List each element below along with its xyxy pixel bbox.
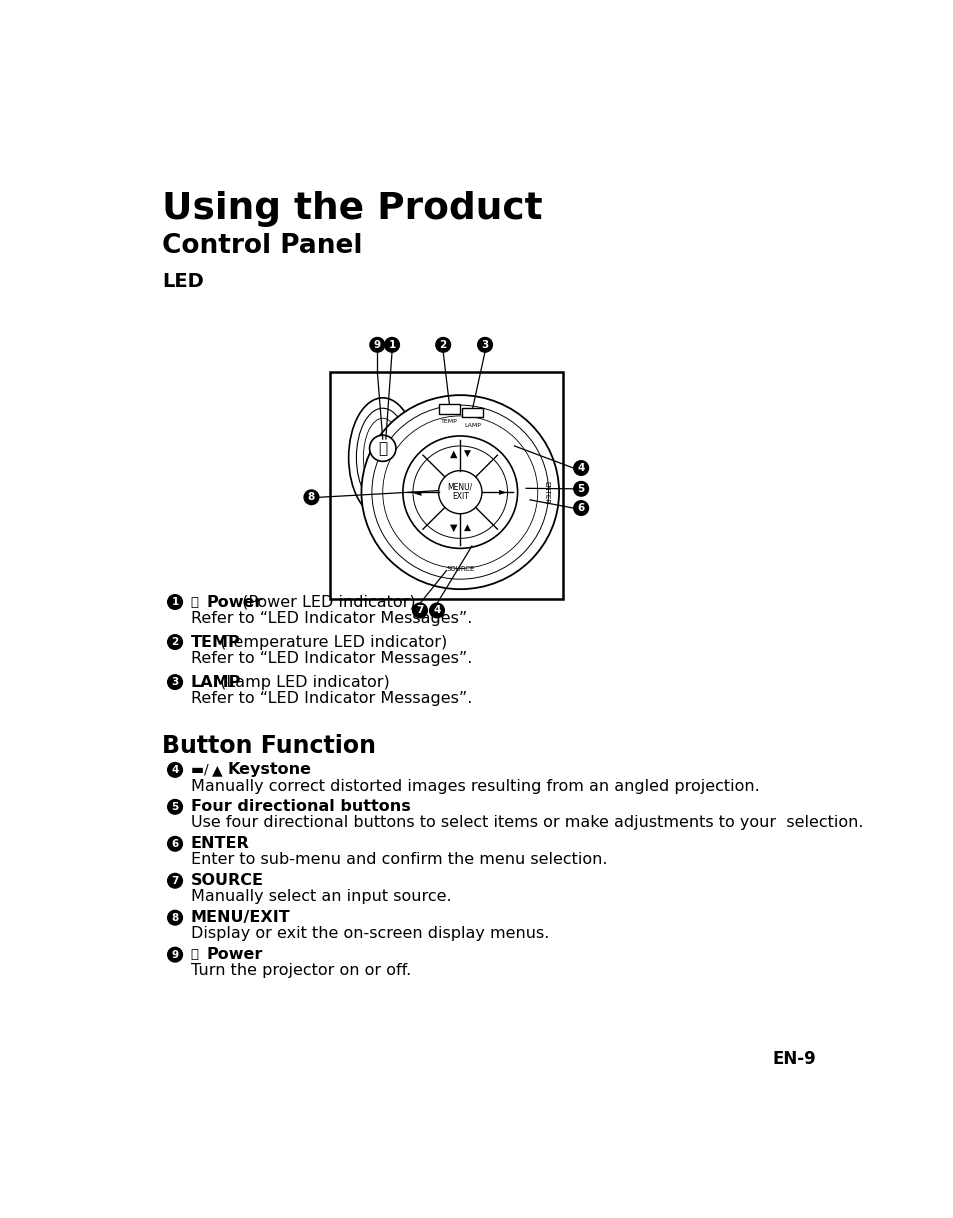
- Circle shape: [412, 603, 427, 618]
- Ellipse shape: [348, 398, 416, 518]
- Text: 8: 8: [308, 492, 314, 502]
- Text: Keystone: Keystone: [228, 762, 312, 777]
- Text: Refer to “LED Indicator Messages”.: Refer to “LED Indicator Messages”.: [191, 650, 472, 666]
- Bar: [438, 404, 459, 414]
- Text: Using the Product: Using the Product: [162, 191, 542, 227]
- Ellipse shape: [372, 406, 548, 580]
- Text: LED: LED: [162, 272, 203, 291]
- Bar: [461, 408, 483, 418]
- Circle shape: [429, 603, 444, 618]
- Text: TEMP: TEMP: [440, 419, 457, 424]
- Text: 1: 1: [172, 597, 178, 607]
- Text: EN-9: EN-9: [771, 1050, 815, 1068]
- Text: Manually correct distorted images resulting from an angled projection.: Manually correct distorted images result…: [191, 778, 759, 794]
- Circle shape: [573, 501, 588, 515]
- Text: Refer to “LED Indicator Messages”.: Refer to “LED Indicator Messages”.: [191, 610, 472, 626]
- Text: ◄: ◄: [414, 487, 421, 497]
- Circle shape: [370, 337, 384, 352]
- Text: ▼: ▼: [449, 523, 456, 532]
- Text: 2: 2: [172, 637, 178, 647]
- Circle shape: [168, 635, 182, 649]
- Text: ENTER: ENTER: [191, 837, 249, 851]
- Circle shape: [168, 594, 182, 609]
- Text: Control Panel: Control Panel: [162, 233, 362, 259]
- Text: Power: Power: [207, 948, 263, 962]
- Text: 8: 8: [172, 912, 178, 923]
- Text: Display or exit the on-screen display menus.: Display or exit the on-screen display me…: [191, 927, 548, 942]
- Text: Turn the projector on or off.: Turn the projector on or off.: [191, 963, 411, 978]
- Text: SOURCE: SOURCE: [446, 566, 474, 572]
- Bar: [330, 371, 562, 599]
- Text: 7: 7: [416, 605, 423, 615]
- Ellipse shape: [402, 436, 517, 548]
- Text: 6: 6: [172, 839, 178, 849]
- Text: EXIT: EXIT: [452, 492, 468, 502]
- Ellipse shape: [363, 418, 402, 497]
- Text: Enter to sub-menu and confirm the menu selection.: Enter to sub-menu and confirm the menu s…: [191, 853, 606, 867]
- Circle shape: [304, 490, 318, 504]
- Circle shape: [438, 470, 481, 514]
- Text: ⏻: ⏻: [377, 441, 387, 456]
- Text: 3: 3: [481, 340, 488, 350]
- Text: 6: 6: [577, 503, 584, 513]
- Text: Power: Power: [207, 594, 263, 609]
- Text: (Temperature LED indicator): (Temperature LED indicator): [214, 635, 447, 649]
- Text: Refer to “LED Indicator Messages”.: Refer to “LED Indicator Messages”.: [191, 691, 472, 705]
- Ellipse shape: [361, 395, 558, 590]
- Text: ▲: ▲: [449, 448, 456, 459]
- Text: 5: 5: [577, 484, 584, 493]
- Text: Use four directional buttons to select items or make adjustments to your  select: Use four directional buttons to select i…: [191, 816, 862, 831]
- Text: ▼: ▼: [463, 449, 470, 458]
- Text: 7: 7: [172, 876, 178, 885]
- Text: Four directional buttons: Four directional buttons: [191, 799, 410, 815]
- Text: ⏻: ⏻: [191, 596, 198, 609]
- Circle shape: [168, 910, 182, 924]
- Circle shape: [168, 837, 182, 851]
- Text: 1: 1: [388, 340, 395, 350]
- Ellipse shape: [382, 415, 537, 569]
- Circle shape: [168, 799, 182, 814]
- Circle shape: [436, 337, 450, 352]
- Text: ►: ►: [498, 486, 506, 497]
- Text: 4: 4: [172, 765, 178, 775]
- Text: /: /: [204, 762, 209, 777]
- Text: ⏻: ⏻: [191, 948, 198, 961]
- Circle shape: [168, 762, 182, 777]
- Text: 9: 9: [374, 340, 380, 350]
- Text: MENU/EXIT: MENU/EXIT: [191, 910, 290, 926]
- Text: 5: 5: [172, 801, 178, 812]
- Text: 9: 9: [172, 950, 178, 960]
- Ellipse shape: [356, 408, 409, 507]
- Text: SOURCE: SOURCE: [191, 873, 263, 888]
- Text: LAMP: LAMP: [191, 675, 241, 689]
- Text: ▬: ▬: [191, 762, 203, 777]
- Text: MENU/: MENU/: [447, 482, 473, 491]
- Circle shape: [477, 337, 492, 352]
- Text: Manually select an input source.: Manually select an input source.: [191, 889, 451, 905]
- Text: TEMP: TEMP: [191, 635, 240, 649]
- Circle shape: [573, 481, 588, 496]
- Text: 4: 4: [577, 463, 584, 473]
- Text: ENTER: ENTER: [542, 481, 549, 504]
- Text: Button Function: Button Function: [162, 733, 375, 758]
- Text: 2: 2: [439, 340, 446, 350]
- Circle shape: [168, 675, 182, 689]
- Circle shape: [168, 873, 182, 888]
- Text: (Power LED indicator): (Power LED indicator): [236, 594, 416, 609]
- Text: 3: 3: [172, 677, 178, 687]
- Circle shape: [384, 337, 399, 352]
- Circle shape: [369, 435, 395, 462]
- Text: ▲: ▲: [212, 762, 223, 777]
- Text: LAMP: LAMP: [464, 423, 480, 428]
- Text: ▲: ▲: [463, 523, 470, 532]
- Circle shape: [573, 460, 588, 475]
- Ellipse shape: [413, 446, 507, 538]
- Text: 4: 4: [433, 605, 440, 615]
- Text: (Lamp LED indicator): (Lamp LED indicator): [214, 675, 389, 689]
- Circle shape: [168, 948, 182, 962]
